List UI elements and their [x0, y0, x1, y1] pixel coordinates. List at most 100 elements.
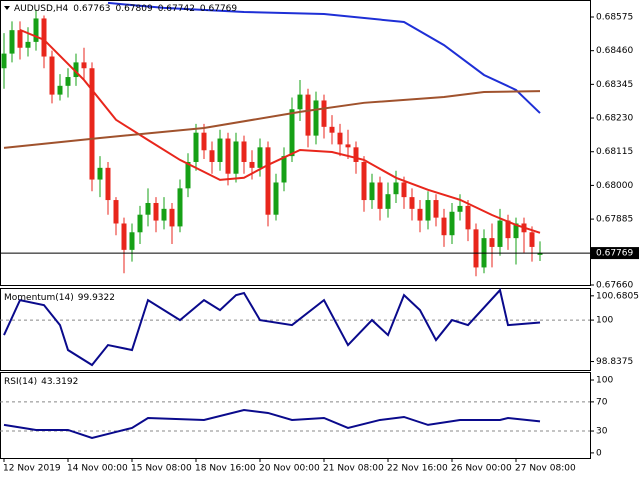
price-box — [591, 247, 639, 260]
x-tick-label: 26 Nov 00:00 — [451, 464, 512, 474]
candle-body — [121, 223, 127, 250]
indicator-value: 43.3192 — [41, 377, 78, 387]
candle-body — [137, 214, 143, 233]
y-tick-label: 70 — [596, 397, 608, 407]
candle-body — [209, 150, 215, 162]
candle-body — [433, 200, 439, 218]
y-tick-label: 0.68345 — [596, 80, 633, 90]
x-tick-label: 12 Nov 2019 — [3, 464, 61, 474]
x-tick-label: 27 Nov 08:00 — [515, 464, 576, 474]
y-tick-label: 0.68115 — [596, 147, 633, 157]
candle-body — [233, 141, 239, 174]
candle-body — [25, 41, 31, 48]
ohlc-open: 0.67763 — [73, 4, 110, 14]
candle-body — [401, 182, 407, 198]
candle-body — [97, 167, 103, 180]
candle-body — [225, 138, 231, 174]
indicator-title: Momentum(14) 99.9322 — [4, 293, 115, 303]
candle-body — [169, 208, 175, 227]
y-tick-label: 98.8375 — [596, 357, 633, 367]
candle-body — [65, 77, 71, 86]
candle-body — [329, 126, 335, 133]
indicator-name: RSI(14) — [4, 377, 37, 387]
candle-body — [337, 132, 343, 145]
candle-body — [9, 30, 15, 54]
candle-body — [17, 30, 23, 48]
y-tick-label: 0 — [596, 448, 602, 458]
candle-body — [249, 161, 255, 168]
candle-body — [89, 68, 95, 180]
panel-frame — [0, 288, 591, 371]
candle-body — [217, 138, 223, 162]
x-tick-label: 21 Nov 08:00 — [323, 464, 384, 474]
indicator-line — [3, 408, 541, 439]
candle-body — [185, 161, 191, 189]
candle-body — [385, 194, 391, 209]
indicator-value: 99.9322 — [78, 293, 115, 303]
candle-body — [161, 208, 167, 221]
x-tick-label: 14 Nov 00:00 — [67, 464, 128, 474]
candle-body — [417, 208, 423, 221]
candle-body — [1, 53, 7, 69]
candle-body — [257, 147, 263, 168]
indicator-name: Momentum(14) — [4, 293, 74, 303]
price-label: 0.67769 — [596, 249, 633, 259]
x-tick-label: 18 Nov 16:00 — [195, 464, 256, 474]
candle-body — [321, 100, 327, 127]
y-tick-label: 0.67885 — [596, 215, 633, 225]
candle-body — [273, 182, 279, 215]
candle-body — [145, 202, 151, 215]
candle-body — [241, 141, 247, 162]
candle-body — [353, 147, 359, 162]
indicator-title: RSI(14) 43.3192 — [4, 377, 78, 387]
ohlc-close: 0.67769 — [200, 4, 237, 14]
candle-body — [361, 161, 367, 201]
panel-frame — [0, 372, 591, 459]
ohlc-low: 0.67742 — [158, 4, 195, 14]
candle-body — [113, 200, 119, 224]
candle-body — [129, 232, 135, 250]
candle-body — [473, 229, 479, 268]
y-tick-label: 100.6805 — [596, 291, 639, 301]
menu-icon — [4, 6, 10, 10]
x-tick-label: 22 Nov 16:00 — [387, 464, 448, 474]
candle-body — [265, 147, 271, 215]
candle-body — [305, 94, 311, 136]
candle-body — [409, 197, 415, 209]
candle-body — [289, 109, 295, 157]
chart-title: AUDUSD,H4 0.67763 0.67809 0.67742 0.67769 — [14, 4, 237, 14]
candle-body — [345, 144, 351, 148]
moving-average — [19, 28, 541, 234]
candle-body — [41, 18, 47, 57]
candle-body — [33, 18, 39, 42]
candle-body — [49, 56, 55, 95]
ohlc-high: 0.67809 — [115, 4, 152, 14]
candle-body — [105, 167, 111, 201]
candle-body — [505, 220, 511, 239]
candle-body — [529, 232, 535, 247]
candle-body — [393, 182, 399, 195]
x-tick-label: 15 Nov 08:00 — [131, 464, 192, 474]
candle-body — [153, 202, 159, 221]
candle-body — [537, 253, 543, 255]
y-tick-label: 0.68575 — [596, 12, 633, 22]
candle-body — [177, 188, 183, 227]
candle-body — [81, 62, 87, 69]
candle-body — [201, 132, 207, 151]
y-tick-label: 100 — [596, 376, 613, 386]
candle-body — [457, 205, 463, 212]
candle-body — [57, 85, 63, 95]
candle-body — [441, 217, 447, 236]
candle-body — [425, 200, 431, 221]
candle-body — [377, 182, 383, 209]
candle-body — [497, 220, 503, 247]
candle-body — [281, 156, 287, 183]
candle-body — [193, 132, 199, 162]
moving-average — [3, 90, 541, 149]
y-tick-label: 0.68230 — [596, 114, 633, 124]
candle-body — [449, 211, 455, 236]
candle-body — [465, 205, 471, 230]
y-tick-label: 0.68460 — [596, 46, 633, 56]
x-tick-label: 20 Nov 00:00 — [259, 464, 320, 474]
